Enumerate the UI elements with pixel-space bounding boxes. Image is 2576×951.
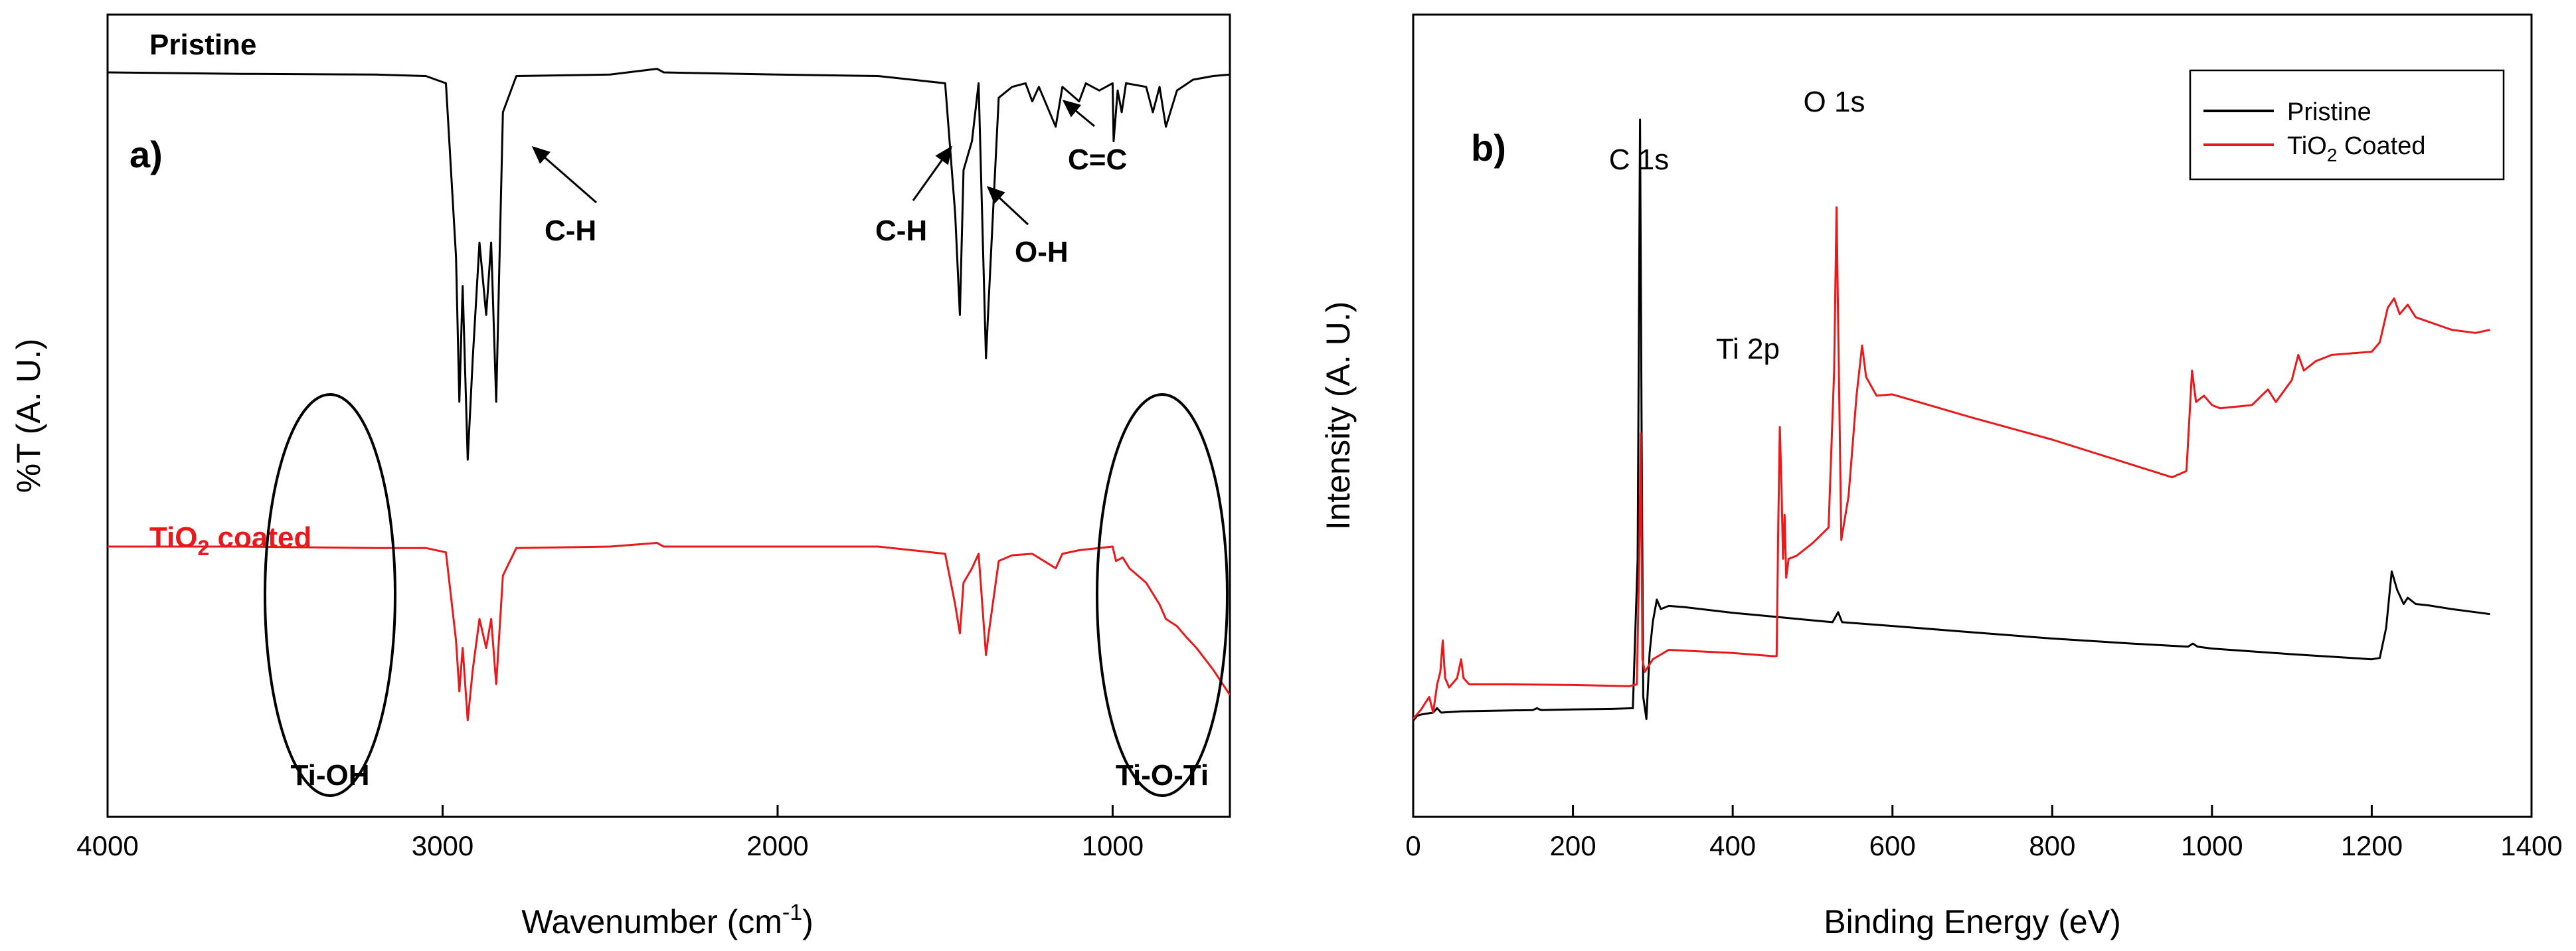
c1s-peak-label: C 1s (1609, 143, 1669, 176)
o1s-peak-label: O 1s (1804, 86, 1865, 118)
ti-oh-label: Ti-OH (291, 759, 370, 792)
ti-oh-region-ellipse (264, 393, 396, 797)
panel-letter-b: b) (1471, 127, 1506, 169)
ch-bend-arrow (912, 145, 952, 201)
panel-letter-a: a) (129, 133, 163, 175)
ftir-x-axis-title: Wavenumber (cm-1) (521, 900, 814, 940)
ftir-plot-frame (106, 13, 1231, 818)
cc-label: C=C (1068, 143, 1127, 176)
xps-series-tio2-coated (1413, 206, 2490, 720)
legend-label-pristine: Pristine (2287, 98, 2371, 126)
xps-series-group (1413, 118, 2490, 722)
xps-x-tick-label-1400: 1400 (2500, 830, 2562, 861)
ftir-x-axis-ticks: 4000 3000 2000 1000 (76, 805, 1144, 861)
ftir-x-tick-label-3000: 3000 (412, 830, 473, 861)
ftir-x-tick-label-4000: 4000 (76, 830, 138, 861)
xps-panel: 0 200 400 600 800 1000 1200 1400 b) C 1s O 1s T… (1320, 13, 2563, 940)
xps-x-axis-ticks: 0 200 400 600 800 1000 1200 1400 (1405, 805, 2563, 861)
xps-x-tick-label-1000: 1000 (2181, 830, 2243, 861)
ftir-x-tick-label-1000: 1000 (1082, 830, 1144, 861)
xps-x-tick-label-600: 600 (1869, 830, 1916, 861)
tio2-coated-curve-label: TiO2 coated (149, 521, 311, 560)
xps-x-axis-title: Binding Energy (eV) (1824, 903, 2120, 940)
xps-series-pristine (1413, 118, 2490, 722)
ftir-series-tio2-coated (108, 542, 1230, 722)
ch-stretch-arrow (531, 146, 597, 204)
ti-o-ti-region-ellipse (1096, 393, 1229, 797)
cc-arrow (1062, 100, 1095, 128)
ftir-series-pristine (108, 68, 1230, 461)
ftir-y-axis-title: %T (A. U.) (10, 339, 47, 493)
ftir-series-group (108, 68, 1230, 722)
xps-x-tick-label-0: 0 (1405, 830, 1420, 861)
xps-legend: Pristine TiO2 Coated (2189, 69, 2505, 181)
ch-bend-label: C-H (875, 215, 927, 247)
xps-x-tick-label-200: 200 (1550, 830, 1596, 861)
ti2p-peak-label: Ti 2p (1716, 333, 1780, 365)
pristine-curve-label: Pristine (149, 29, 256, 61)
ftir-x-tick-label-2000: 2000 (746, 830, 808, 861)
ftir-panel: 4000 3000 2000 1000 a) Pristine TiO2 coated… (10, 13, 1231, 940)
legend-label-tio2-coated: TiO2 Coated (2287, 132, 2425, 165)
xps-plot-frame (1412, 13, 2533, 818)
oh-label: O-H (1015, 236, 1069, 268)
ch-stretch-label: C-H (545, 215, 596, 247)
xps-y-axis-title: Intensity (A. U.) (1320, 302, 1357, 531)
legend-box (2189, 69, 2505, 181)
xps-x-tick-label-1200: 1200 (2341, 830, 2403, 861)
xps-x-tick-label-400: 400 (1709, 830, 1756, 861)
oh-arrow (986, 185, 1029, 226)
xps-x-tick-label-800: 800 (2029, 830, 2075, 861)
ti-o-ti-label: Ti-O-Ti (1116, 759, 1209, 792)
